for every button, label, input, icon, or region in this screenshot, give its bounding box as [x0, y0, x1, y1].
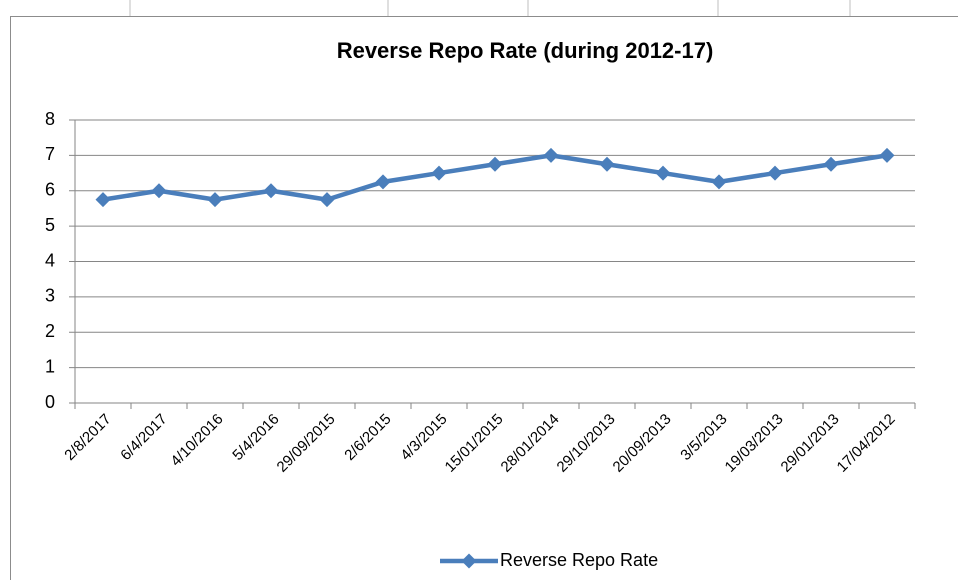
x-tick-label: 2/6/2015 [341, 411, 394, 464]
data-point [543, 147, 559, 163]
y-tick-label: 3 [45, 286, 55, 306]
data-point [151, 183, 167, 199]
y-tick-label: 1 [45, 356, 55, 376]
x-tick-label: 6/4/2017 [117, 411, 170, 464]
legend-label: Reverse Repo Rate [500, 550, 658, 570]
x-tick-label: 29/09/2015 [274, 411, 339, 476]
data-point [767, 165, 783, 181]
y-tick-label: 2 [45, 321, 55, 341]
data-point [207, 192, 223, 208]
sheet-cells [129, 0, 851, 16]
x-tick-label: 5/4/2016 [229, 411, 282, 464]
x-tick-label: 4/10/2016 [167, 411, 226, 470]
x-tick-label: 29/10/2013 [554, 411, 619, 476]
data-point [487, 156, 503, 172]
y-tick-label: 5 [45, 215, 55, 235]
data-point [431, 165, 447, 181]
x-tick-label: 28/01/2014 [498, 411, 563, 476]
data-point [375, 174, 391, 190]
x-tick-label: 20/09/2013 [610, 411, 675, 476]
x-tick-label: 3/5/2013 [677, 411, 730, 464]
data-point [319, 192, 335, 208]
y-tick-label: 8 [45, 109, 55, 129]
y-tick-label: 4 [45, 250, 55, 270]
data-point [879, 147, 895, 163]
y-tick-label: 7 [45, 144, 55, 164]
data-point [263, 183, 279, 199]
y-tick-label: 0 [45, 392, 55, 412]
x-tick-label: 2/8/2017 [61, 411, 114, 464]
data-point [599, 156, 615, 172]
x-tick-label: 29/01/2013 [778, 411, 843, 476]
chart-title: Reverse Repo Rate (during 2012-17) [337, 38, 714, 63]
x-tick-label: 19/03/2013 [722, 411, 787, 476]
x-tick-label: 4/3/2015 [397, 411, 450, 464]
x-tick-label: 17/04/2012 [834, 411, 899, 476]
y-tick-label: 6 [45, 180, 55, 200]
data-point [823, 156, 839, 172]
data-point [711, 174, 727, 190]
x-tick-label: 15/01/2015 [442, 411, 507, 476]
legend-marker [461, 553, 477, 569]
data-point [655, 165, 671, 181]
chart-frame [10, 16, 958, 580]
data-point [95, 192, 111, 208]
